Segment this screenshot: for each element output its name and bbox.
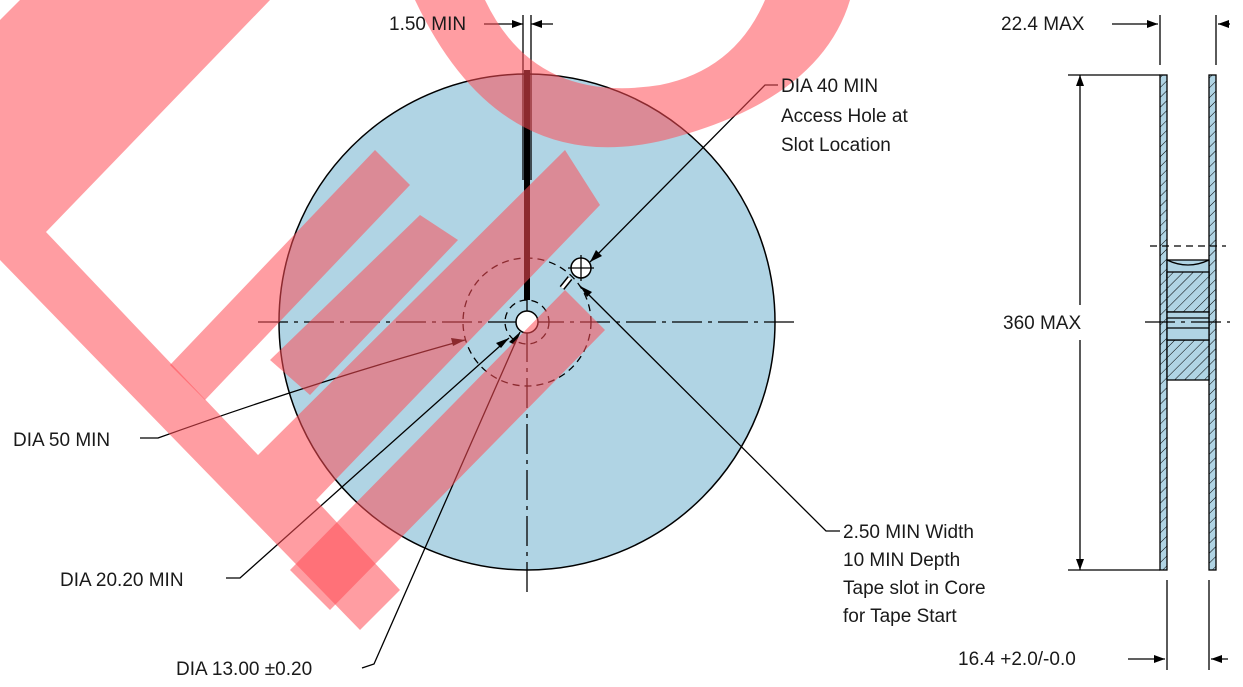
- hub-dia-label: DIA 50 MIN: [13, 430, 110, 451]
- access-hole-label-3: Slot Location: [781, 135, 891, 156]
- side-dimensions: [1068, 15, 1230, 670]
- watermark-logo: [0, 0, 850, 630]
- side-view: [1145, 74, 1230, 571]
- inner-width-label: 16.4 +2.0/-0.0: [958, 649, 1076, 670]
- slot-width-dimension: [484, 20, 553, 28]
- hub-lower: [1166, 339, 1210, 381]
- tape-slot-label-2: 10 MIN Depth: [843, 550, 960, 571]
- arbor-hole-dia-label: DIA 13.00 ±0.20: [176, 659, 312, 680]
- access-hole-label-2: Access Hole at: [781, 106, 908, 127]
- tape-slot-label-3: Tape slot in Core: [843, 578, 986, 599]
- slot-width-label: 1.50 MIN: [389, 14, 466, 35]
- arbor-outer-dia-label: DIA 20.20 MIN: [60, 570, 184, 591]
- access-hole-label-1: DIA 40 MIN: [781, 76, 878, 97]
- flange-width-label: 22.4 MAX: [1001, 14, 1085, 35]
- hub-upper: [1166, 271, 1210, 313]
- reel-diameter-label: 360 MAX: [1003, 313, 1081, 334]
- tape-slot-label-4: for Tape Start: [843, 606, 957, 627]
- tape-slot-label-1: 2.50 MIN Width: [843, 522, 974, 543]
